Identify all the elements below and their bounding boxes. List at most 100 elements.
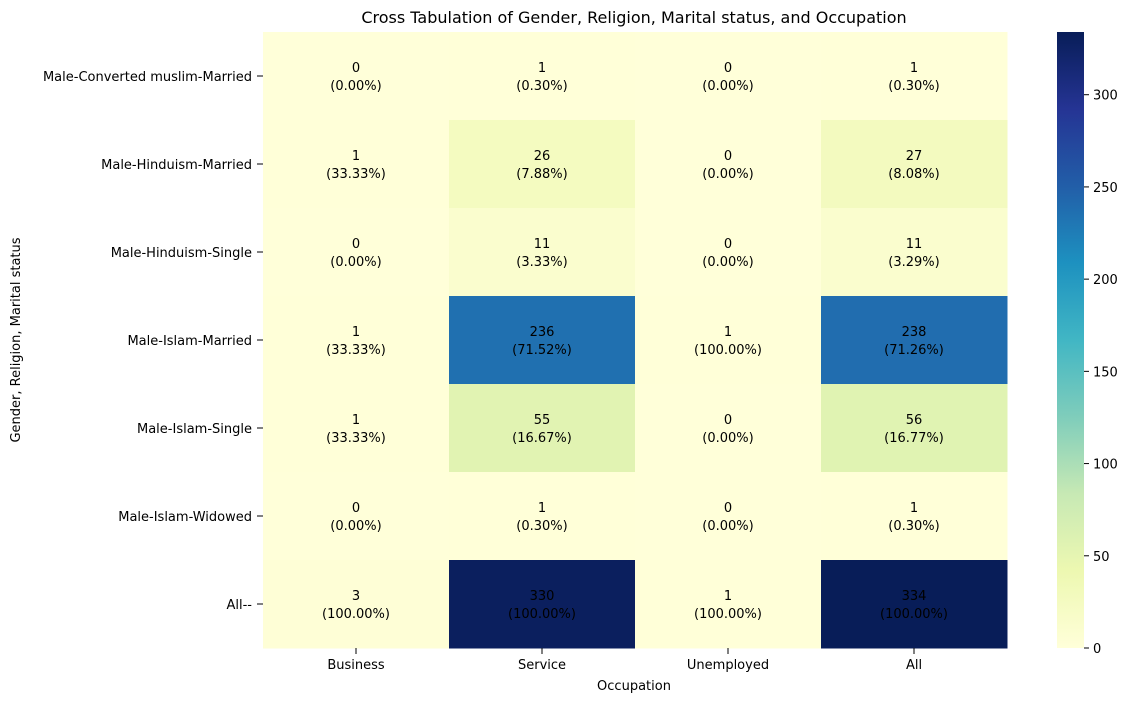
- x-tick-label: Business: [327, 658, 385, 673]
- heatmap-cell: [635, 208, 822, 297]
- cell-value-label: 0: [352, 501, 360, 516]
- cell-percentage-label: (0.30%): [888, 519, 939, 534]
- cell-percentage-label: (8.08%): [888, 167, 939, 182]
- x-tick-label: All: [906, 658, 922, 673]
- cell-percentage-label: (0.00%): [330, 519, 381, 534]
- heatmap-cell: [263, 208, 450, 297]
- cell-value-label: 0: [352, 61, 360, 76]
- heatmap-cell: [821, 296, 1008, 385]
- cell-value-label: 1: [910, 61, 918, 76]
- cell-percentage-label: (33.33%): [326, 431, 386, 446]
- cell-value-label: 0: [724, 149, 732, 164]
- y-tick-label: Male-Islam-Widowed: [118, 510, 252, 525]
- heatmap-cell: [821, 384, 1008, 473]
- heatmap-cell: [635, 120, 822, 209]
- heatmap-cell: [635, 384, 822, 473]
- cell-value-label: 0: [724, 61, 732, 76]
- cell-value-label: 27: [906, 149, 923, 164]
- cell-percentage-label: (100.00%): [322, 607, 390, 622]
- cell-percentage-label: (0.00%): [702, 167, 753, 182]
- cell-value-label: 55: [534, 413, 551, 428]
- cell-value-label: 11: [534, 237, 551, 252]
- cell-percentage-label: (100.00%): [694, 607, 762, 622]
- y-tick-label: Male-Islam-Married: [127, 334, 252, 349]
- cell-value-label: 1: [538, 501, 546, 516]
- x-tick-label: Unemployed: [687, 658, 769, 673]
- cell-percentage-label: (0.00%): [330, 79, 381, 94]
- cell-value-label: 26: [534, 149, 551, 164]
- x-axis-label: Occupation: [597, 679, 671, 694]
- y-tick-label: Male-Hinduism-Married: [101, 158, 252, 173]
- cell-value-label: 0: [724, 237, 732, 252]
- heatmap-cell: [635, 560, 822, 649]
- cell-percentage-label: (33.33%): [326, 167, 386, 182]
- heatmap-cell: [263, 384, 450, 473]
- cell-value-label: 0: [352, 237, 360, 252]
- cell-value-label: 238: [902, 325, 927, 340]
- chart-title: Cross Tabulation of Gender, Religion, Ma…: [361, 8, 906, 27]
- heatmap-cell: [449, 208, 636, 297]
- y-tick-label: All--: [227, 598, 253, 613]
- cell-value-label: 1: [910, 501, 918, 516]
- y-tick-label: Male-Converted muslim-Married: [43, 70, 252, 85]
- cell-percentage-label: (71.52%): [512, 343, 572, 358]
- cell-percentage-label: (100.00%): [694, 343, 762, 358]
- heatmap-cells: 0 (0.00%) 1 (0.30%) 0 (0.00%) 1 (0.30%) 1 (33.33%…: [263, 32, 1008, 649]
- colorbar-tick-label: 150: [1093, 365, 1118, 380]
- row-labels: Male-Converted muslim-Married Male-Hindui…: [43, 70, 263, 613]
- cell-value-label: 1: [538, 61, 546, 76]
- cell-value-label: 1: [352, 413, 360, 428]
- colorbar: [1057, 32, 1084, 648]
- cell-percentage-label: (0.00%): [702, 431, 753, 446]
- heatmap-cell: [263, 560, 450, 649]
- x-tick-label: Service: [518, 658, 566, 673]
- cell-percentage-label: (3.29%): [888, 255, 939, 270]
- cell-percentage-label: (100.00%): [508, 607, 576, 622]
- cell-percentage-label: (0.30%): [516, 79, 567, 94]
- cell-percentage-label: (3.33%): [516, 255, 567, 270]
- cell-percentage-label: (0.30%): [516, 519, 567, 534]
- heatmap-cell: [449, 296, 636, 385]
- cell-percentage-label: (0.00%): [702, 519, 753, 534]
- heatmap-cell: [449, 472, 636, 561]
- heatmap-cell: [449, 32, 636, 121]
- cell-percentage-label: (0.00%): [330, 255, 381, 270]
- cell-value-label: 330: [530, 589, 555, 604]
- heatmap-cell: [635, 472, 822, 561]
- cell-percentage-label: (100.00%): [880, 607, 948, 622]
- cell-percentage-label: (7.88%): [516, 167, 567, 182]
- y-tick-label: Male-Hinduism-Single: [111, 246, 252, 261]
- y-tick-label: Male-Islam-Single: [137, 422, 252, 437]
- column-labels: Business Service Unemployed All: [327, 648, 922, 673]
- heatmap-cell: [821, 560, 1008, 649]
- heatmap-cell: [449, 120, 636, 209]
- cell-percentage-label: (0.00%): [702, 255, 753, 270]
- colorbar-tick-label: 0: [1093, 642, 1101, 657]
- cell-percentage-label: (0.30%): [888, 79, 939, 94]
- cell-value-label: 1: [724, 589, 732, 604]
- cell-value-label: 236: [530, 325, 555, 340]
- cell-value-label: 0: [724, 501, 732, 516]
- heatmap-cell: [821, 472, 1008, 561]
- heatmap-cell: [635, 32, 822, 121]
- cell-percentage-label: (33.33%): [326, 343, 386, 358]
- colorbar-ticks: 0 50 100 150 200 250 300: [1084, 89, 1118, 657]
- cell-value-label: 11: [906, 237, 923, 252]
- cell-percentage-label: (71.26%): [884, 343, 944, 358]
- colorbar-tick-label: 250: [1093, 181, 1118, 196]
- colorbar-tick-label: 300: [1093, 89, 1118, 104]
- heatmap-cell: [263, 296, 450, 385]
- cell-value-label: 1: [352, 325, 360, 340]
- y-axis-label: Gender, Religion, Marital status: [9, 237, 24, 442]
- colorbar-tick-label: 200: [1093, 273, 1118, 288]
- heatmap-cell: [263, 472, 450, 561]
- heatmap-cell: [263, 32, 450, 121]
- colorbar-tick-label: 100: [1093, 458, 1118, 473]
- cell-value-label: 1: [724, 325, 732, 340]
- cell-percentage-label: (16.77%): [884, 431, 944, 446]
- cell-value-label: 0: [724, 413, 732, 428]
- cell-value-label: 1: [352, 149, 360, 164]
- cell-value-label: 56: [906, 413, 923, 428]
- cell-value-label: 3: [352, 589, 360, 604]
- cell-value-label: 334: [902, 589, 927, 604]
